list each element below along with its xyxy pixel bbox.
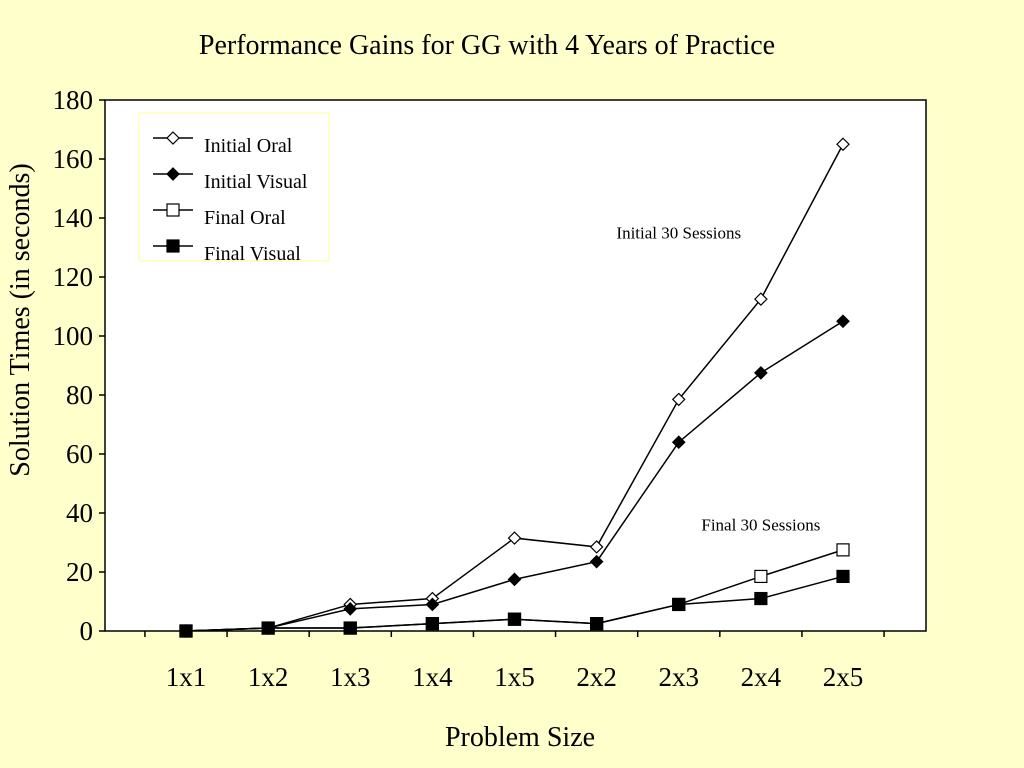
legend-marker-final-visual: [166, 239, 180, 253]
legend-label-initial-oral: Initial Oral: [204, 135, 293, 157]
x-tick-label: 1x5: [494, 662, 535, 692]
annotation-label: Initial 30 Sessions: [616, 224, 741, 243]
x-tick-label: 1x1: [166, 662, 207, 692]
y-tick-label: 40: [66, 498, 93, 528]
x-tick-label: 2x3: [659, 662, 700, 692]
data-point-final-visual: [425, 617, 439, 631]
data-point-final-visual: [507, 612, 522, 626]
data-point-final-visual: [590, 617, 604, 631]
data-point-final-oral: [836, 543, 850, 557]
data-point-final-visual: [836, 569, 850, 584]
y-tick-label: 60: [66, 439, 93, 469]
legend-label-final-visual: Final Visual: [204, 243, 301, 265]
legend-marker-initial-oral: [166, 131, 180, 145]
data-point-initial-visual: [425, 597, 440, 612]
y-tick-label: 140: [53, 203, 94, 233]
y-tick-label: 0: [80, 616, 94, 646]
y-tick-label: 180: [53, 85, 94, 115]
data-point-initial-visual: [507, 572, 522, 587]
y-tick-label: 80: [66, 380, 93, 410]
legend-label-final-oral: Final Oral: [204, 207, 286, 229]
x-tick-label: 1x3: [330, 662, 371, 692]
data-point-initial-oral: [836, 137, 850, 152]
legend-item-final-visual: Final Visual: [153, 239, 301, 265]
legend-item-initial-visual: Initial Visual: [153, 167, 308, 193]
data-point-final-visual: [754, 591, 768, 606]
y-axis-title: Solution Times (in seconds): [5, 163, 36, 476]
y-tick-label: 160: [53, 144, 94, 174]
y-tick-label: 120: [53, 262, 94, 292]
data-point-initial-visual: [836, 314, 850, 329]
data-point-initial-oral: [589, 540, 604, 554]
data-point-final-visual: [261, 621, 275, 635]
legend-marker-final-oral: [166, 203, 180, 217]
legend: Initial Oral Initial Visual Final Oral Fina…: [138, 112, 330, 265]
x-tick-label: 1x2: [248, 662, 289, 692]
data-point-final-visual: [343, 621, 357, 635]
annotation-label: Final 30 Sessions: [701, 516, 820, 535]
series-final-visual: [179, 569, 850, 638]
data-point-initial-visual: [671, 435, 686, 450]
data-point-initial-visual: [754, 366, 768, 380]
y-tick-label: 20: [66, 557, 93, 587]
x-tick-label: 2x5: [823, 662, 864, 692]
legend-marker-initial-visual: [166, 167, 180, 181]
data-point-initial-oral: [507, 531, 522, 545]
data-point-final-oral: [754, 569, 768, 584]
data-point-initial-oral: [754, 292, 768, 306]
data-point-final-visual: [672, 597, 686, 612]
legend-item-initial-oral: Initial Oral: [153, 131, 293, 157]
x-tick-label: 2x2: [576, 662, 617, 692]
legend-label-initial-visual: Initial Visual: [204, 171, 308, 193]
legend-item-final-oral: Final Oral: [153, 203, 286, 229]
x-tick-label: 2x4: [741, 662, 782, 692]
chart-title: Performance Gains for GG with 4 Years of…: [199, 30, 775, 61]
data-point-initial-visual: [589, 554, 604, 569]
x-tick-label: 1x4: [412, 662, 453, 692]
data-point-final-visual: [179, 624, 193, 638]
x-axis-title: Problem Size: [445, 722, 595, 753]
data-point-initial-oral: [671, 392, 686, 407]
y-tick-label: 100: [53, 321, 94, 351]
data-point-initial-visual: [343, 602, 358, 616]
